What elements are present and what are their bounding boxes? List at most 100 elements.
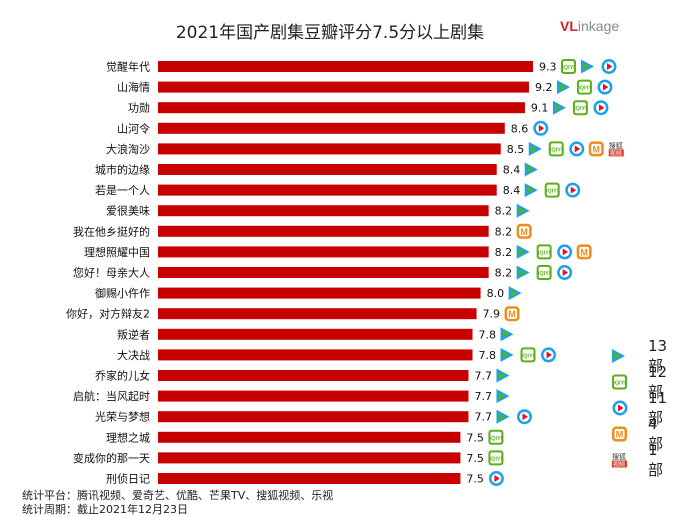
legend-count: 12部 — [648, 362, 668, 401]
tencent-video-icon — [556, 80, 570, 95]
category-label: 变成你的那一天 — [73, 451, 150, 465]
youku-icon — [533, 120, 549, 136]
bar — [158, 431, 461, 443]
bar — [158, 81, 529, 93]
category-label: 御赐小仵作 — [95, 286, 150, 300]
value-label: 8.5 — [507, 143, 525, 156]
mango-tv-icon: M — [612, 426, 627, 442]
bar — [158, 143, 501, 155]
sohu-video-icon: 搜狐视频 — [608, 141, 624, 157]
category-label: 理想之城 — [106, 430, 150, 444]
category-label: 启航：当风起时 — [73, 389, 150, 403]
svg-text:iQIYI: iQIYI — [574, 106, 587, 112]
youku-icon — [569, 141, 585, 157]
youku-icon — [516, 409, 532, 425]
youku-icon — [541, 347, 557, 363]
tencent-video-icon — [496, 389, 510, 404]
bar — [158, 225, 489, 237]
category-label: 城市的边缘 — [95, 163, 150, 177]
value-label: 8.4 — [503, 184, 521, 197]
svg-text:iQIYI: iQIYI — [546, 189, 559, 195]
bar — [158, 287, 481, 299]
bar — [158, 308, 477, 320]
tencent-video-icon — [524, 183, 538, 198]
svg-text:iQIYI: iQIYI — [538, 271, 551, 277]
category-label: 叛逆者 — [117, 327, 150, 341]
category-label: 觉醒年代 — [106, 60, 150, 74]
iqiyi-icon: iQIYI — [488, 450, 504, 466]
svg-text:搜狐: 搜狐 — [612, 452, 626, 461]
footer-platforms: 统计平台：腾讯视频、爱奇艺、优酷、芒果TV、搜狐视频、乐视 — [22, 489, 334, 502]
svg-text:iQIYI: iQIYI — [490, 436, 503, 442]
bar — [158, 246, 489, 258]
svg-text:M: M — [580, 247, 588, 257]
bar — [158, 328, 473, 340]
youku-icon — [488, 471, 504, 486]
youku-icon — [565, 182, 581, 198]
tencent-video-icon — [508, 286, 522, 301]
mango-tv-icon: M — [576, 244, 592, 260]
category-label: 大浪淘沙 — [106, 142, 150, 156]
iqiyi-icon: iQIYI — [576, 79, 592, 95]
tencent-video-icon — [581, 59, 594, 74]
category-label: 功勋 — [128, 101, 150, 115]
value-label: 8.0 — [487, 287, 505, 300]
svg-text:iQIYI: iQIYI — [578, 86, 591, 92]
svg-text:iQIYI: iQIYI — [550, 147, 563, 153]
sohu-video-icon: 搜狐视频 — [612, 452, 627, 469]
legend-count: 1部 — [648, 440, 664, 479]
value-label: 8.2 — [495, 205, 512, 218]
iqiyi-icon: iQIYI — [544, 182, 560, 198]
value-label: 7.8 — [479, 349, 497, 362]
svg-text:iQIYI: iQIYI — [522, 353, 535, 359]
svg-text:iQIYI: iQIYI — [490, 456, 503, 462]
bar — [158, 164, 497, 175]
legend-item: 13部 — [608, 337, 667, 375]
tencent-video-icon — [552, 100, 566, 115]
value-label: 8.4 — [503, 164, 521, 177]
bar — [158, 452, 461, 464]
iqiyi-icon: iQIYI — [536, 265, 552, 280]
youku-icon — [597, 79, 613, 95]
iqiyi-icon: iQIYI — [561, 59, 576, 74]
youku-icon — [612, 400, 628, 416]
vlinkage-logo: VLinkage — [560, 18, 620, 34]
footer-period: 统计周期：截止2021年12月23日 — [22, 503, 188, 516]
svg-text:M: M — [508, 309, 516, 319]
bar — [158, 411, 469, 423]
legend-count: 13部 — [648, 336, 668, 375]
tencent-video-icon — [516, 203, 530, 218]
tencent-video-icon — [496, 409, 510, 424]
svg-text:视频: 视频 — [610, 149, 622, 157]
value-label: 8.2 — [495, 225, 512, 238]
iqiyi-icon: iQIYI — [488, 429, 504, 445]
legend-item: 搜狐 视频 1部 — [608, 441, 663, 479]
category-label: 爱很美味 — [106, 204, 150, 218]
svg-text:iQIYI: iQIYI — [538, 250, 551, 256]
bar — [158, 122, 505, 134]
value-label: 8.2 — [495, 246, 512, 259]
legend-item: iQIYI 12部 — [608, 363, 667, 401]
value-label: 7.5 — [466, 473, 484, 486]
iqiyi-icon: iQIYI — [612, 374, 627, 390]
tencent-video-icon — [516, 265, 530, 280]
bar — [158, 267, 489, 278]
category-label: 理想照耀中国 — [84, 245, 150, 259]
youku-icon — [601, 59, 617, 74]
bar — [158, 102, 525, 114]
category-label: 大决战 — [117, 348, 150, 362]
value-label: 7.7 — [474, 370, 492, 383]
category-label: 山河令 — [117, 121, 150, 135]
iqiyi-icon: iQIYI — [536, 244, 552, 260]
value-label: 8.6 — [511, 122, 528, 135]
svg-text:M: M — [592, 144, 600, 154]
value-label: 7.9 — [483, 308, 501, 321]
youku-icon — [593, 100, 609, 116]
legend-count: 4部 — [648, 414, 664, 453]
svg-text:M: M — [520, 227, 528, 237]
bar — [158, 61, 533, 72]
svg-text:iQIYI: iQIYI — [562, 65, 575, 71]
tencent-video-icon — [500, 347, 514, 362]
legend-item: 11部 — [608, 389, 667, 427]
